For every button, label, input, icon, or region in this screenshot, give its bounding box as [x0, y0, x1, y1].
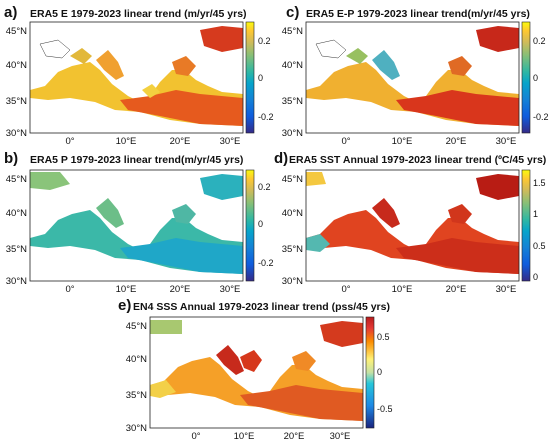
panel-b-title: ERA5 P 1979-2023 linear trend(m/yr/45 yr…: [30, 154, 243, 166]
panel-b-colorbar-ticks: -0.2 0 0.2: [258, 182, 274, 268]
panel-b-map: [30, 170, 243, 281]
x-tick-label: 30°E: [496, 136, 517, 147]
colorbar-tick-label: 0.2: [533, 36, 546, 46]
panel-e-y-ticks: 30°N 35°N 40°N 45°N: [126, 321, 147, 434]
x-tick-label: 20°E: [170, 284, 191, 295]
panel-e-colorbar: [365, 316, 375, 429]
x-tick-label: 30°E: [220, 136, 241, 147]
panel-c-y-ticks: 30°N 35°N 40°N 45°N: [282, 26, 303, 139]
panel-b-x-ticks: 0° 10°E 20°E 30°E: [65, 284, 240, 295]
panel-d-y-ticks: 30°N 35°N 40°N 45°N: [282, 174, 303, 287]
colorbar-tick-label: 0.2: [258, 182, 271, 192]
colorbar-tick-label: -0.5: [377, 404, 393, 414]
x-tick-label: 30°E: [220, 284, 241, 295]
colorbar-tick-label: 0.5: [377, 332, 390, 342]
colorbar-tick-label: -0.2: [533, 112, 549, 122]
panel-a-colorbar: [245, 21, 255, 134]
panel-e: e) EN4 SSS Annual 1979-2023 linear trend…: [118, 297, 393, 442]
panel-a-colorbar-ticks: -0.2 0 0.2: [258, 36, 274, 122]
panel-c-map: [306, 22, 519, 133]
x-tick-label: 10°E: [116, 284, 137, 295]
panel-c-colorbar: [521, 21, 531, 134]
colorbar-tick-label: 0: [533, 272, 538, 282]
x-tick-label: 20°E: [170, 136, 191, 147]
panel-d-x-ticks: 0° 10°E 20°E 30°E: [341, 284, 516, 295]
panel-c-colorbar-ticks: -0.2 0 0.2: [533, 36, 549, 122]
colorbar-tick-label: 0.2: [258, 36, 271, 46]
y-tick-label: 30°N: [6, 276, 27, 287]
x-tick-label: 0°: [65, 136, 74, 147]
panel-c-x-ticks: 0° 10°E 20°E 30°E: [341, 136, 516, 147]
panel-a: a) ERA5 E 1979-2023 linear trend (m/yr/4…: [4, 4, 274, 147]
colorbar-tick-label: 0: [258, 73, 263, 83]
panel-d-colorbar-ticks: 0 0.5 1 1.5: [533, 178, 546, 282]
panel-e-title: EN4 SSS Annual 1979-2023 linear trend (p…: [133, 301, 390, 313]
colorbar-tick-label: 0: [533, 73, 538, 83]
panel-b-y-ticks: 30°N 35°N 40°N 45°N: [6, 174, 27, 287]
x-tick-label: 10°E: [116, 136, 137, 147]
x-tick-label: 0°: [65, 284, 74, 295]
panel-c-title: ERA5 E-P 1979-2023 linear trend(m/yr/45 …: [306, 8, 530, 20]
x-tick-label: 10°E: [392, 136, 413, 147]
y-tick-label: 45°N: [282, 174, 303, 185]
y-tick-label: 45°N: [282, 26, 303, 37]
panel-a-map: [30, 22, 243, 133]
panel-d-title: ERA5 SST Annual 1979-2023 linear trend (…: [289, 154, 546, 166]
x-tick-label: 0°: [341, 284, 350, 295]
panel-b-letter: b): [4, 150, 18, 167]
x-tick-label: 30°E: [330, 431, 351, 442]
panel-e-letter: e): [118, 297, 131, 314]
panel-d: d) ERA5 SST Annual 1979-2023 linear tren…: [274, 150, 546, 295]
colorbar-tick-label: -0.2: [258, 112, 274, 122]
colorbar-tick-label: 0.5: [533, 241, 546, 251]
y-tick-label: 45°N: [6, 174, 27, 185]
y-tick-label: 40°N: [6, 60, 27, 71]
colorbar-tick-label: 0: [258, 219, 263, 229]
y-tick-label: 35°N: [282, 96, 303, 107]
x-tick-label: 20°E: [284, 431, 305, 442]
panel-b-colorbar: [245, 169, 255, 282]
x-tick-label: 30°E: [496, 284, 517, 295]
panel-a-y-ticks: 30°N 35°N 40°N 45°N: [6, 26, 27, 139]
panel-a-x-ticks: 0° 10°E 20°E 30°E: [65, 136, 240, 147]
x-tick-label: 20°E: [446, 136, 467, 147]
panel-d-colorbar: [521, 169, 531, 282]
colorbar-tick-label: -0.2: [258, 258, 274, 268]
x-tick-label: 10°E: [392, 284, 413, 295]
y-tick-label: 30°N: [282, 128, 303, 139]
panel-a-title: ERA5 E 1979-2023 linear trend (m/yr/45 y…: [30, 8, 247, 20]
panel-a-letter: a): [4, 4, 17, 21]
colorbar-tick-label: 1.5: [533, 178, 546, 188]
y-tick-label: 30°N: [6, 128, 27, 139]
y-tick-label: 45°N: [6, 26, 27, 37]
panel-b: b) ERA5 P 1979-2023 linear trend(m/yr/45…: [4, 150, 274, 295]
panel-d-letter: d): [274, 150, 288, 167]
colorbar-tick-label: 0: [377, 367, 382, 377]
colorbar-tick-label: 1: [533, 209, 538, 219]
panel-e-colorbar-ticks: -0.5 0 0.5: [377, 332, 393, 414]
y-tick-label: 40°N: [282, 60, 303, 71]
y-tick-label: 40°N: [282, 208, 303, 219]
y-tick-label: 35°N: [282, 244, 303, 255]
panel-c: c) ERA5 E-P 1979-2023 linear trend(m/yr/…: [282, 4, 549, 147]
y-tick-label: 45°N: [126, 321, 147, 332]
x-tick-label: 20°E: [446, 284, 467, 295]
panel-d-map: [306, 170, 519, 281]
x-tick-label: 10°E: [234, 431, 255, 442]
y-tick-label: 40°N: [126, 354, 147, 365]
y-tick-label: 35°N: [126, 390, 147, 401]
y-tick-label: 30°N: [126, 423, 147, 434]
y-tick-label: 35°N: [6, 96, 27, 107]
panel-c-letter: c): [286, 4, 299, 21]
y-tick-label: 35°N: [6, 244, 27, 255]
y-tick-label: 40°N: [6, 208, 27, 219]
panel-e-x-ticks: 0° 10°E 20°E 30°E: [191, 431, 350, 442]
x-tick-label: 0°: [341, 136, 350, 147]
panel-e-map: [150, 317, 363, 428]
y-tick-label: 30°N: [282, 276, 303, 287]
x-tick-label: 0°: [191, 431, 200, 442]
